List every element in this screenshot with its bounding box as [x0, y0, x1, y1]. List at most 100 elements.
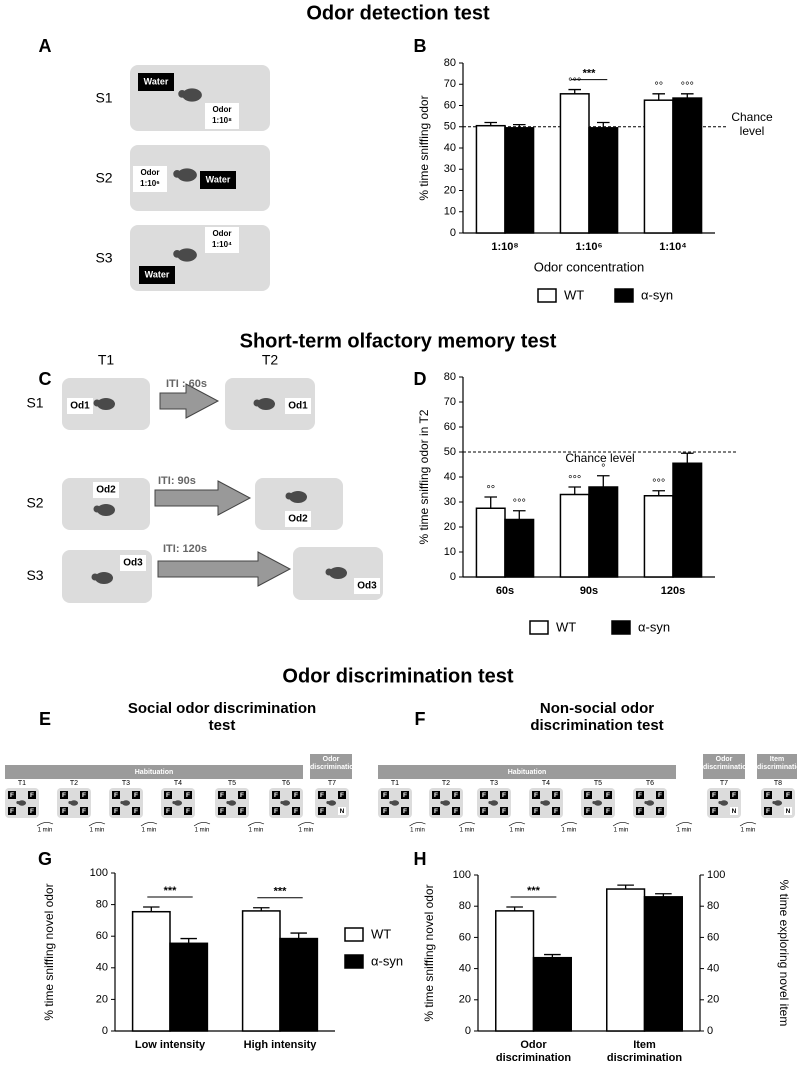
odor-square — [272, 807, 280, 815]
odor-square — [318, 807, 326, 815]
interval-arc — [508, 822, 526, 827]
odor-square — [318, 791, 326, 799]
error-bar — [290, 932, 307, 939]
x-tick-label: Low intensity — [134, 1039, 206, 1051]
odor-square — [80, 807, 88, 815]
familiar-label: F — [658, 808, 662, 815]
y-axis-label: % time sniffing novel odor — [422, 884, 436, 1021]
y2-tick-label: 60 — [707, 931, 719, 943]
odor-square — [132, 791, 140, 799]
mouse — [719, 800, 729, 806]
mouse — [227, 800, 237, 806]
phase-bar — [703, 754, 745, 779]
mouse — [645, 800, 655, 806]
phase-label: Odor discrimination — [703, 756, 751, 772]
mouse — [173, 800, 183, 806]
mouse — [285, 492, 293, 500]
familiar-label: F — [240, 808, 244, 815]
odor-square — [552, 807, 560, 815]
significance-marker: °°° — [652, 478, 665, 490]
y-tick-label: 0 — [450, 571, 456, 583]
y-tick-label: 20 — [96, 993, 108, 1005]
interval-label: 1 min — [195, 828, 210, 834]
mouse — [593, 800, 603, 806]
odor-square — [28, 807, 36, 815]
odor-square — [730, 807, 738, 815]
odor-square — [636, 807, 644, 815]
familiar-label: F — [638, 792, 642, 799]
mouse — [390, 800, 400, 806]
odor-square — [730, 791, 738, 799]
bar — [475, 507, 506, 578]
mouse — [289, 491, 307, 503]
interval-arc — [140, 822, 158, 827]
odor-square — [401, 791, 409, 799]
odor-label: Odor — [212, 229, 231, 238]
familiar-label: F — [240, 792, 244, 799]
y2-tick-label: 80 — [707, 900, 719, 912]
significance-marker: °°° — [568, 474, 581, 486]
odor-square — [604, 791, 612, 799]
interval-arc — [739, 822, 757, 827]
odor-square — [238, 807, 246, 815]
mouse — [68, 800, 72, 805]
mouse — [69, 800, 79, 806]
familiar-label: F — [274, 792, 278, 799]
phase-bar — [757, 754, 797, 779]
mouse — [718, 800, 722, 805]
y2-tick-label: 40 — [707, 963, 719, 975]
familiar-label: F — [166, 792, 170, 799]
water-box — [139, 266, 175, 284]
familiar-label: F — [554, 808, 558, 815]
phase-bar — [5, 765, 303, 779]
interval-arc — [36, 822, 54, 827]
error-bar — [484, 496, 498, 509]
legend-swatch — [529, 620, 549, 635]
legend-label: WT — [371, 926, 391, 941]
significance-marker: °°° — [513, 498, 526, 510]
familiar-label: F — [502, 808, 506, 815]
mouse — [644, 800, 648, 805]
bar — [672, 97, 703, 234]
y-tick-label: 70 — [444, 78, 456, 90]
legend-label: WT — [564, 287, 584, 302]
significance-label: *** — [274, 886, 288, 898]
mouse — [592, 800, 596, 805]
mouse — [325, 568, 333, 576]
interval-label: 1 min — [38, 828, 53, 834]
y2-axis-label: % time exploring novel item — [777, 880, 791, 1027]
odor-box — [205, 103, 239, 129]
interval-label: 1 min — [677, 828, 692, 834]
familiar-label: F — [134, 808, 138, 815]
familiar-label: F — [82, 808, 86, 815]
protocol-title: Social odor discrimination test — [127, 700, 317, 735]
odor-square — [552, 791, 560, 799]
phase-bar — [378, 765, 676, 779]
section-title: Odor discrimination test — [282, 665, 513, 687]
y-tick-label: 50 — [444, 446, 456, 458]
odor-square — [764, 807, 772, 815]
familiar-label: F — [220, 808, 224, 815]
odor-box — [285, 398, 311, 414]
error-bar — [652, 490, 666, 496]
bar — [559, 493, 590, 578]
trial-label: T8 — [774, 780, 782, 787]
trial-label: T3 — [490, 780, 498, 787]
mouse — [327, 800, 337, 806]
significance-label: *** — [583, 67, 597, 79]
mouse — [226, 800, 230, 805]
odor-box — [354, 578, 380, 594]
familiar-label: F — [454, 808, 458, 815]
water-label: Water — [144, 76, 169, 86]
familiar-label: F — [114, 808, 118, 815]
bar — [643, 495, 674, 578]
novel-label: N — [786, 808, 791, 815]
interval-label: 1 min — [741, 828, 756, 834]
familiar-label: F — [10, 792, 14, 799]
error-bar — [680, 452, 694, 464]
odor-square — [8, 807, 16, 815]
error-bar — [253, 907, 270, 911]
odor-box — [133, 166, 167, 192]
y-tick-label: 20 — [444, 184, 456, 196]
